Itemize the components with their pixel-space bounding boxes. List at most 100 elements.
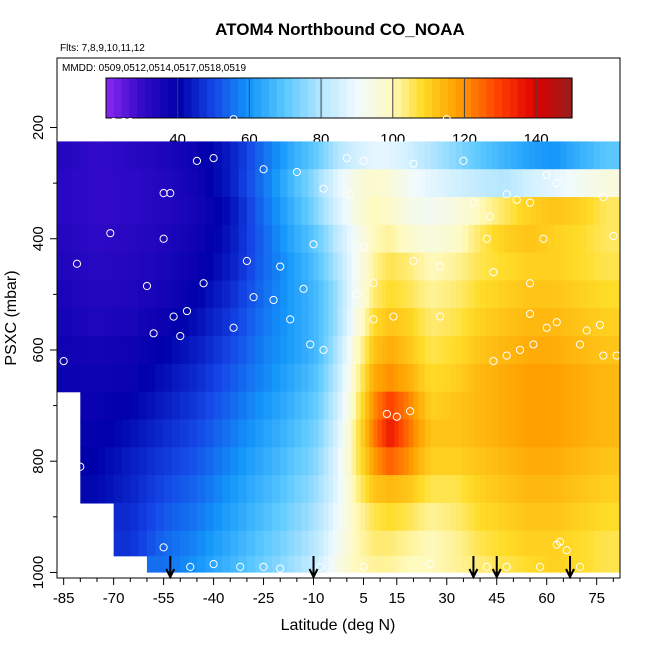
heatmap-cell bbox=[560, 141, 568, 170]
heatmap-cell bbox=[497, 197, 505, 226]
heatmap-cell bbox=[337, 169, 343, 198]
heatmap-cell bbox=[105, 141, 115, 170]
heatmap-cell bbox=[301, 419, 310, 448]
heatmap-cell bbox=[516, 197, 524, 226]
observation-point bbox=[562, 546, 571, 555]
heatmap-cell bbox=[146, 363, 156, 393]
heatmap-cell bbox=[328, 280, 334, 309]
heatmap-cell bbox=[369, 141, 375, 170]
heatmap-cell bbox=[449, 419, 457, 448]
heatmap-cell bbox=[221, 252, 231, 282]
heatmap-cell bbox=[171, 336, 181, 365]
colorbar-cell bbox=[269, 78, 278, 118]
heatmap-cell bbox=[573, 224, 581, 254]
heatmap-cell bbox=[88, 141, 98, 170]
heatmap-cell bbox=[408, 308, 415, 337]
heatmap-cell bbox=[280, 141, 288, 170]
heatmap-cell bbox=[63, 169, 73, 198]
plot-frame bbox=[56, 57, 621, 579]
heatmap-cell bbox=[180, 141, 190, 170]
heatmap-cell bbox=[80, 252, 90, 282]
heatmap-cell bbox=[474, 419, 481, 448]
observation-point bbox=[599, 192, 608, 202]
heatmap-cell bbox=[294, 280, 303, 309]
heatmap-cell bbox=[308, 141, 315, 170]
observation-point bbox=[525, 279, 535, 288]
heatmap-cell bbox=[130, 197, 140, 226]
heatmap-cell bbox=[130, 224, 140, 254]
heatmap-cell bbox=[373, 555, 379, 573]
heatmap-cell bbox=[541, 197, 549, 226]
heatmap-cell bbox=[613, 530, 620, 557]
heatmap-cell bbox=[96, 391, 106, 421]
heatmap-cell bbox=[255, 530, 265, 557]
heatmap-cell bbox=[287, 363, 295, 393]
heatmap-cell bbox=[230, 530, 240, 557]
heatmap-cell bbox=[377, 502, 383, 532]
heatmap-cell bbox=[443, 169, 451, 198]
heatmap-cell bbox=[394, 308, 400, 337]
heatmap-cell bbox=[294, 224, 303, 254]
heatmap-cell bbox=[497, 502, 505, 532]
heatmap-cell bbox=[271, 308, 281, 337]
heatmap-cell bbox=[547, 169, 555, 198]
heatmap-cell bbox=[394, 475, 400, 504]
heatmap-cell bbox=[560, 224, 568, 254]
heatmap-cell bbox=[516, 141, 524, 170]
heatmap-cell bbox=[333, 419, 339, 448]
heatmap-cell bbox=[480, 336, 487, 365]
heatmap-cell bbox=[408, 363, 415, 393]
heatmap-cell bbox=[271, 530, 281, 557]
heatmap-cell bbox=[430, 197, 438, 226]
heatmap-cell bbox=[413, 336, 420, 365]
colorbar-cell bbox=[486, 78, 495, 118]
dates-note: MMDD: 0509,0512,0514,0517,0518,0519 bbox=[62, 63, 246, 74]
heatmap-cell bbox=[155, 308, 165, 337]
heatmap-cell bbox=[205, 280, 215, 309]
heatmap-cell bbox=[246, 502, 256, 532]
heatmap-cell bbox=[196, 252, 206, 282]
observation-point bbox=[176, 331, 185, 341]
heatmap-cell bbox=[196, 363, 206, 393]
heatmap-cell bbox=[480, 169, 487, 198]
heatmap-cell bbox=[146, 530, 156, 557]
heatmap-cell bbox=[171, 141, 181, 170]
observation-point bbox=[539, 234, 548, 243]
heatmap-cell bbox=[560, 502, 568, 532]
heatmap-cell bbox=[455, 555, 463, 573]
heatmap-cell bbox=[529, 530, 537, 557]
heatmap-cell bbox=[554, 447, 562, 476]
heatmap-cell bbox=[485, 530, 493, 557]
heatmap-cell bbox=[474, 447, 481, 476]
heatmap-cell bbox=[337, 252, 343, 282]
heatmap-cell bbox=[480, 308, 487, 337]
y-tick-label: 800 bbox=[30, 449, 47, 474]
heatmap-cell bbox=[443, 252, 451, 282]
heatmap-cell bbox=[238, 502, 248, 532]
heatmap-cell bbox=[130, 530, 140, 557]
heatmap-cell bbox=[328, 308, 334, 337]
heatmap-cell bbox=[255, 308, 265, 337]
heatmap-cell bbox=[196, 391, 206, 421]
heatmap-cell bbox=[71, 336, 81, 365]
heatmap-cell bbox=[369, 419, 375, 448]
colorbar-cell bbox=[494, 78, 503, 118]
heatmap-cell bbox=[255, 363, 265, 393]
heatmap-cell bbox=[105, 447, 115, 476]
heatmap-cell bbox=[504, 280, 512, 309]
heatmap-cell bbox=[497, 391, 505, 421]
heatmap-cell bbox=[360, 308, 366, 337]
heatmap-cell bbox=[485, 336, 493, 365]
heatmap-cell bbox=[541, 280, 549, 309]
heatmap-cell bbox=[554, 475, 562, 504]
heatmap-cell bbox=[613, 308, 620, 337]
heatmap-cell bbox=[188, 336, 198, 365]
heatmap-cell bbox=[394, 363, 400, 393]
heatmap-cell bbox=[566, 169, 574, 198]
heatmap-cell bbox=[355, 419, 362, 448]
heatmap-cell bbox=[221, 447, 231, 476]
heatmap-cell bbox=[287, 555, 295, 573]
heatmap-cell bbox=[180, 419, 190, 448]
heatmap-cell bbox=[554, 502, 562, 532]
heatmap-cell bbox=[377, 391, 383, 421]
